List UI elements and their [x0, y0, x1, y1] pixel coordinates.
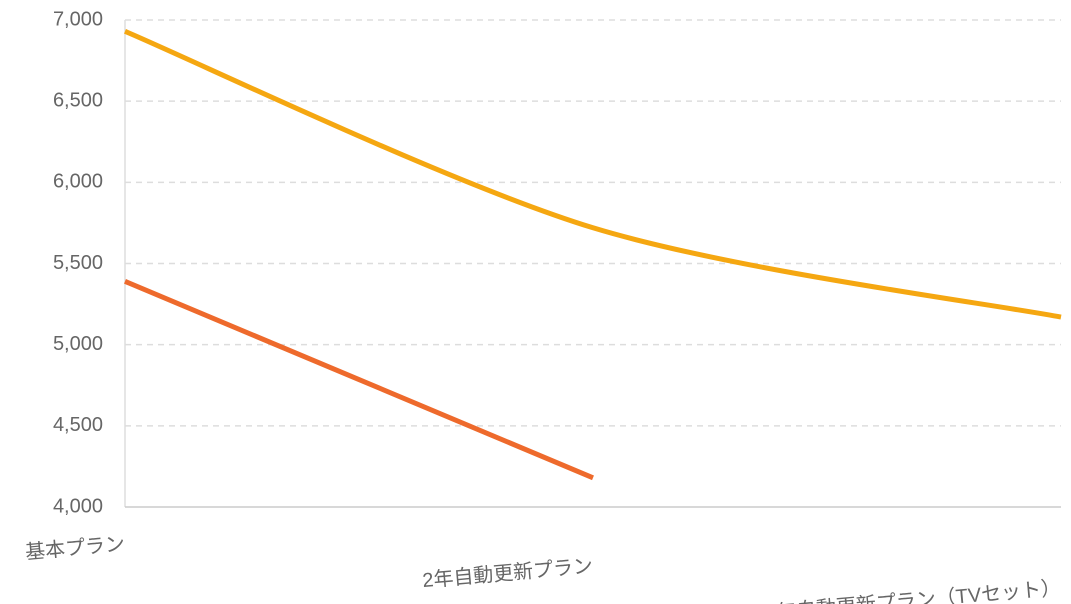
line [124, 29, 1062, 320]
y-tick-label: 6,500 [53, 89, 103, 111]
y-tick-label: 4,500 [53, 414, 103, 436]
x-tick-label: 基本プラン [24, 532, 126, 564]
x-tick-label: 2年自動更新プラン [421, 554, 593, 592]
x-tick-label: 5年自動更新プラン（TVセット） [764, 576, 1062, 604]
y-tick-label: 5,000 [53, 333, 103, 355]
line [124, 279, 594, 481]
y-tick-label: 7,000 [53, 8, 103, 30]
y-tick-label: 5,500 [53, 252, 103, 274]
y-tick-label: 4,000 [53, 495, 103, 517]
y-tick-label: 6,000 [53, 171, 103, 193]
